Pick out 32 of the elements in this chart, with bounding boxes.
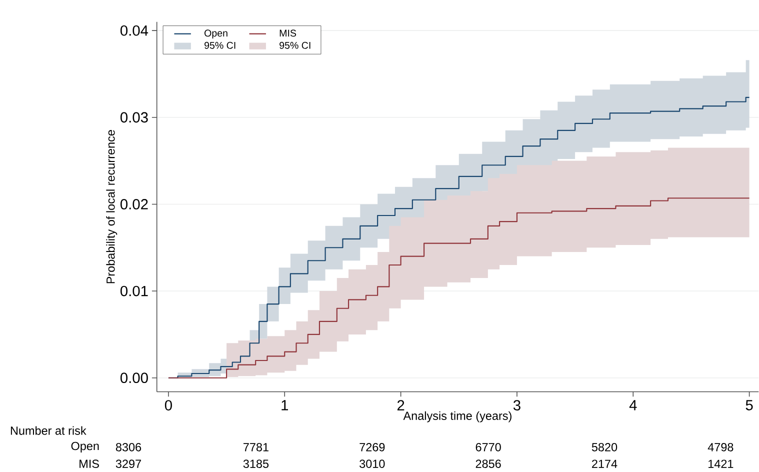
x-tick-label: 5 [746,400,753,411]
text: 8306 [116,443,142,452]
text: 1421 [708,460,734,468]
text: 7781 [244,443,268,452]
y-tick-label: 0.00 [120,372,148,384]
text: MIS [80,460,99,468]
x-tick-label: 0 [164,400,172,411]
y-tick-label: 0.02 [120,199,148,210]
y-tick-label: 0.01 [120,286,148,296]
text: 5820 [592,443,618,452]
text: 4798 [708,443,734,452]
legend-label: Open [204,30,228,39]
x-axis-title: Analysis time (years) [403,412,512,422]
x-tick-label: 3 [513,400,520,411]
text: 7269 [360,443,385,452]
text: 3297 [116,460,141,468]
annotation: 95% CI [204,42,236,50]
text: Number at risk [10,426,86,436]
text: 3010 [360,460,385,468]
legend-label: MIS [280,30,296,37]
text: 2856 [476,460,501,468]
annotation: 95% CI [280,42,310,50]
text: 6770 [476,443,501,452]
y-tick-label: 0.04 [120,26,148,36]
x-tick-label: 4 [629,400,637,410]
x-tick-label: 2 [397,400,404,411]
y-axis-title: Probability of local recurrence [106,130,118,284]
text: 2174 [592,460,618,468]
text: 3185 [243,460,269,468]
text: Open [71,442,99,453]
y-tick-label: 0.03 [120,112,148,123]
x-tick-label: 1 [282,400,288,410]
